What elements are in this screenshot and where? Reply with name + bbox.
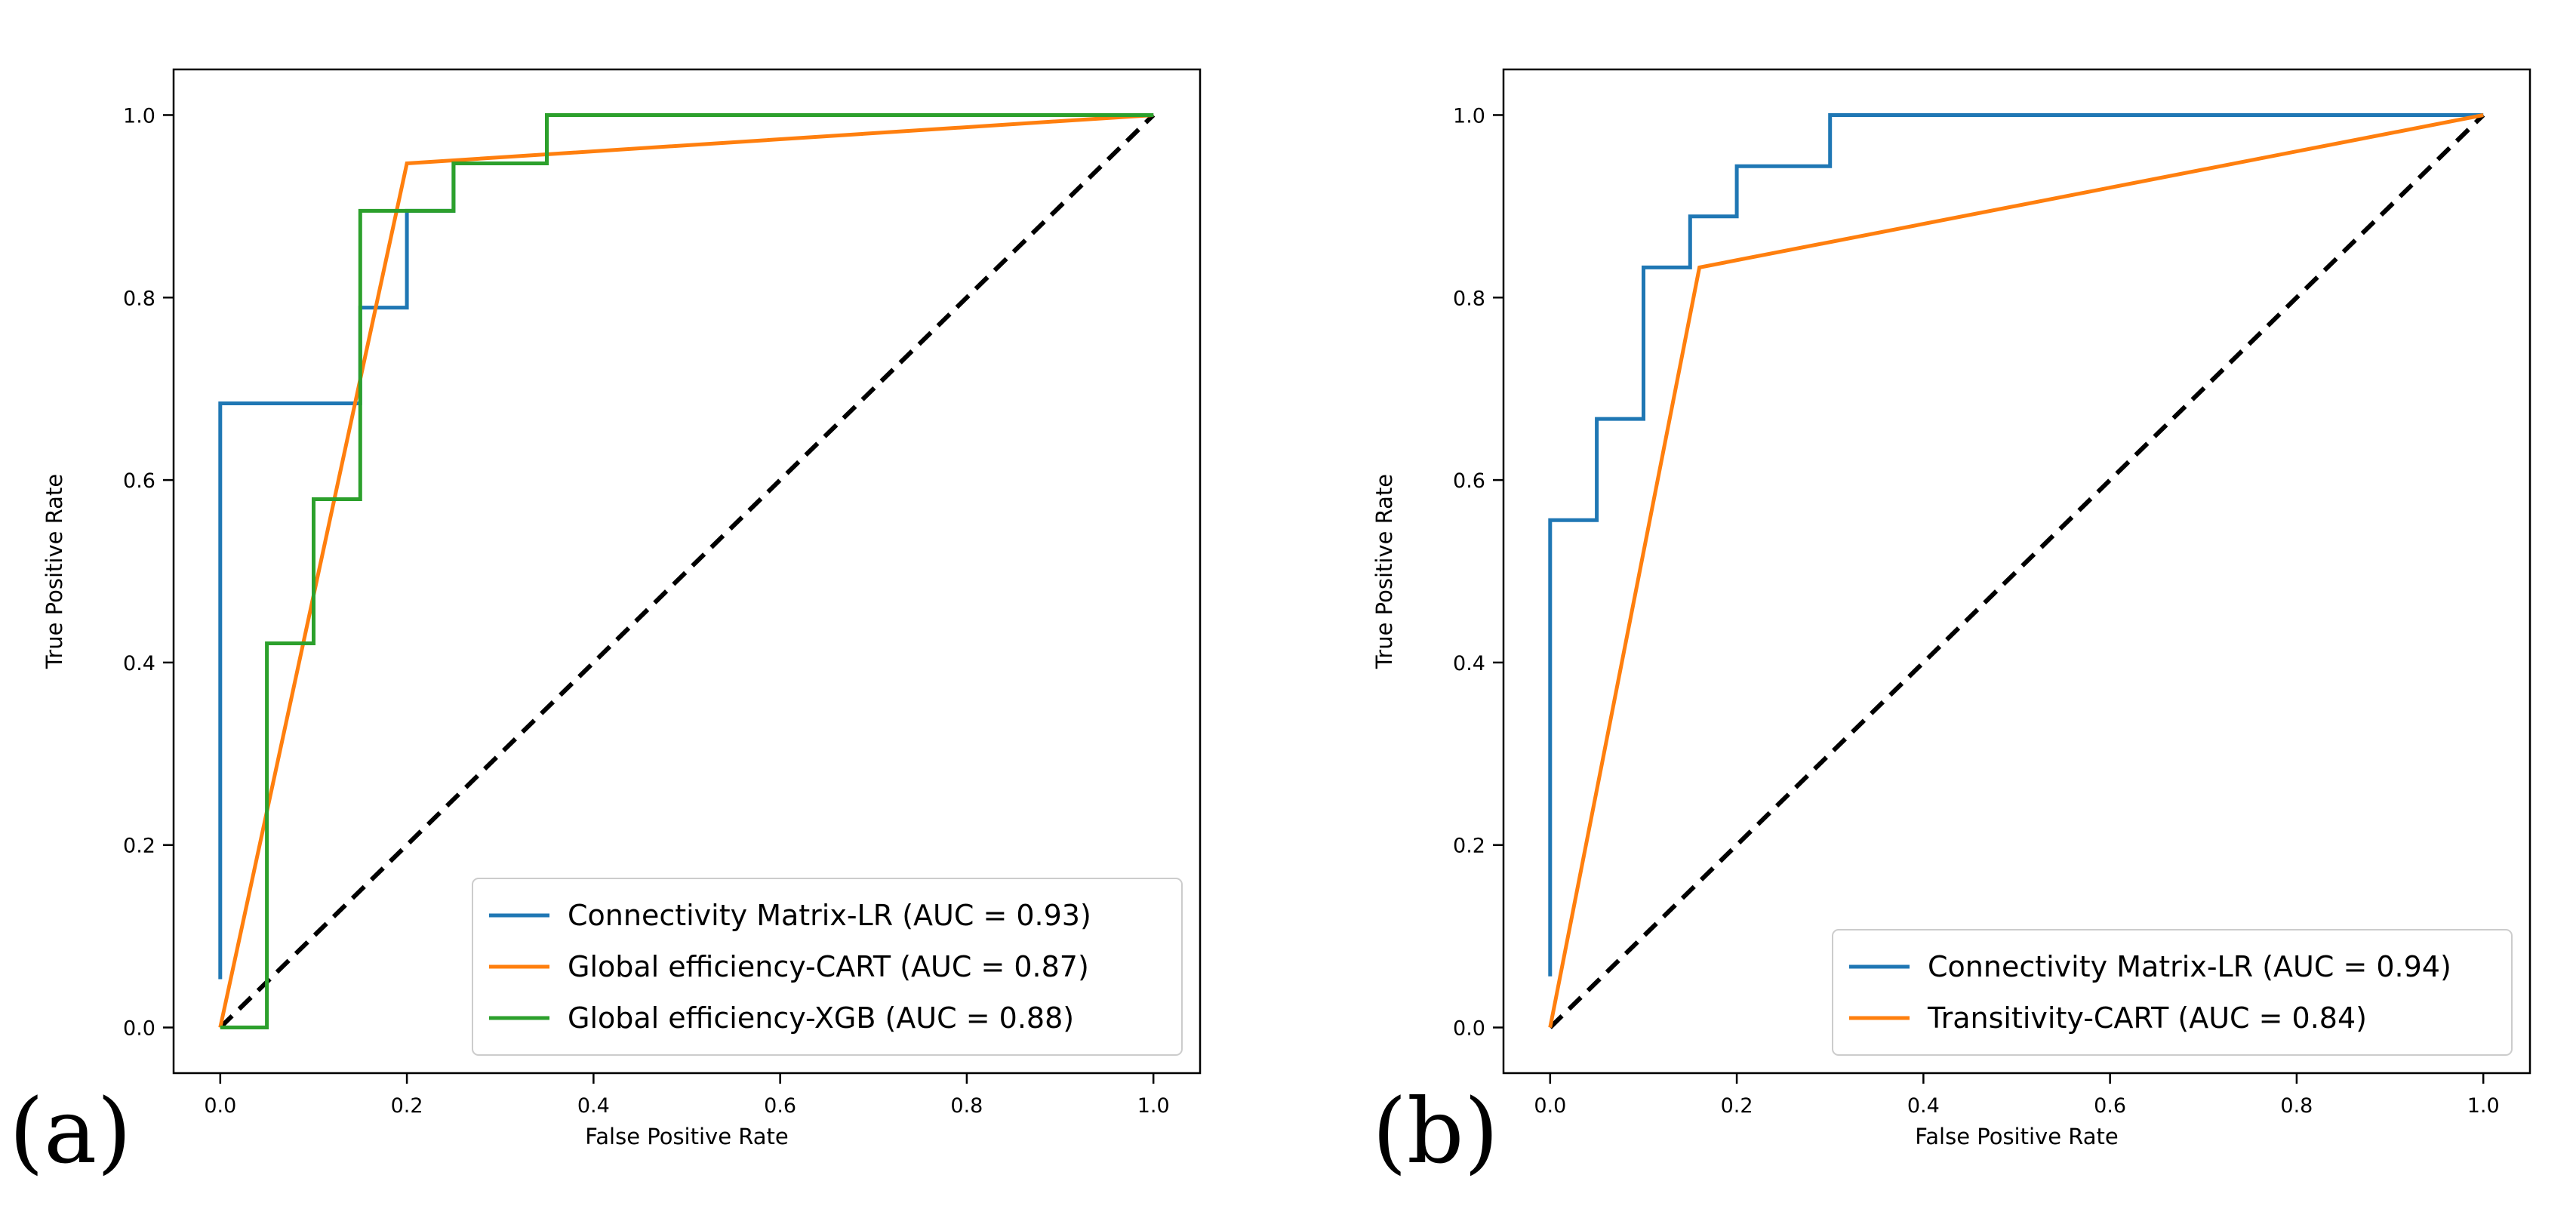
y-tick-label: 1.0 — [1453, 104, 1485, 128]
roc-curve-series-2 — [218, 113, 1154, 1029]
panel-label: (b) — [1372, 1079, 1499, 1183]
y-tick-label: 0.0 — [123, 1017, 155, 1041]
panel-label: (a) — [9, 1079, 131, 1183]
y-tick-label: 0.6 — [1453, 469, 1485, 493]
reference-diagonal-line — [218, 113, 1156, 1029]
y-axis-label: True Positive Rate — [42, 474, 67, 669]
roc-curve-series-3 — [220, 113, 1154, 1029]
y-tick-label: 0.8 — [123, 287, 155, 310]
y-axis-label: True Positive Rate — [1371, 474, 1397, 669]
x-tick-label: 1.0 — [1137, 1094, 1170, 1118]
x-tick-label: 0.6 — [764, 1094, 796, 1118]
x-tick-label: 1.0 — [2467, 1094, 2500, 1118]
y-tick-label: 0.6 — [123, 469, 155, 493]
y-tick-label: 0.4 — [123, 652, 155, 675]
legend: Connectivity Matrix-LR (AUC = 0.94) Trans… — [1832, 929, 2513, 1056]
y-tick-label: 1.0 — [123, 104, 155, 128]
x-tick-label: 0.8 — [2280, 1094, 2313, 1118]
legend-entry-1: Connectivity Matrix-LR (AUC = 0.93) — [568, 899, 1091, 932]
y-tick-label: 0.2 — [1453, 835, 1485, 858]
legend-entry-1: Connectivity Matrix-LR (AUC = 0.94) — [1928, 950, 2451, 983]
y-tick-label: 0.8 — [1453, 287, 1485, 310]
y-tick-label: 0.2 — [123, 835, 155, 858]
x-tick-label: 0.0 — [204, 1094, 236, 1118]
x-axis-label: False Positive Rate — [585, 1124, 789, 1149]
x-tick-label: 0.0 — [1534, 1094, 1566, 1118]
legend-entry-2: Transitivity-CART (AUC = 0.84) — [1927, 1001, 2367, 1035]
legend-box — [472, 878, 1183, 1056]
x-tick-label: 0.2 — [391, 1094, 423, 1118]
x-tick-label: 0.8 — [950, 1094, 983, 1118]
plot-frame — [1502, 68, 2531, 1075]
x-tick-label: 0.4 — [577, 1094, 610, 1118]
legend: Connectivity Matrix-LR (AUC = 0.93) Globa… — [472, 878, 1183, 1056]
x-tick-label: 0.6 — [2094, 1094, 2126, 1118]
chart-panel-a: 0.0 0.2 0.4 0.6 0.8 1.0 0.0 0.2 0.4 0.6 0.8 1.0 Fals… — [9, 68, 1202, 1183]
legend-box — [1832, 929, 2513, 1056]
x-tick-label: 0.2 — [1721, 1094, 1753, 1118]
chart-panel-b: 0.0 0.2 0.4 0.6 0.8 1.0 0.0 0.2 0.4 0.6 0.8 1.0 Fals… — [1371, 68, 2531, 1183]
roc-curve-series-2 — [1548, 113, 2484, 1028]
x-axis-label: False Positive Rate — [1915, 1124, 2119, 1149]
plot-frame — [172, 68, 1202, 1075]
y-tick-label: 0.4 — [1453, 652, 1485, 675]
x-tick-label: 0.4 — [1907, 1094, 1940, 1118]
y-tick-label: 0.0 — [1453, 1017, 1485, 1041]
legend-entry-3: Global efficiency-XGB (AUC = 0.88) — [568, 1001, 1074, 1035]
reference-diagonal-line — [1548, 113, 2485, 1029]
legend-entry-2: Global efficiency-CART (AUC = 0.87) — [568, 950, 1089, 983]
roc-curve-series-1 — [1548, 113, 2484, 977]
